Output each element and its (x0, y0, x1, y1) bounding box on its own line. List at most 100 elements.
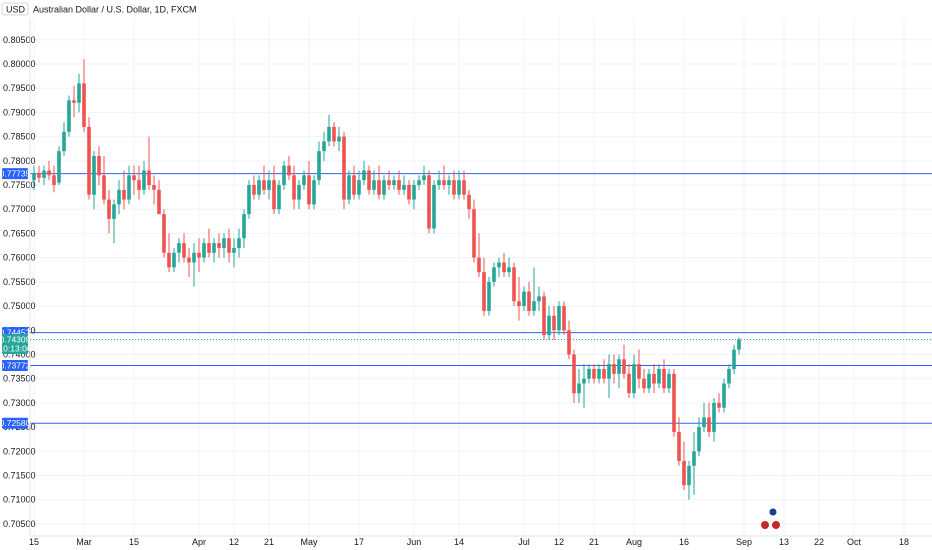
candle[interactable] (332, 122, 336, 147)
candle[interactable] (182, 233, 186, 263)
candle[interactable] (67, 95, 71, 137)
candle[interactable] (522, 286, 526, 311)
candle[interactable] (697, 417, 701, 457)
candle[interactable] (292, 165, 296, 210)
candle[interactable] (327, 114, 331, 147)
us-flag-icon[interactable] (771, 520, 781, 530)
candle[interactable] (377, 165, 381, 200)
candle[interactable] (167, 233, 171, 273)
candle[interactable] (437, 170, 441, 190)
candle[interactable] (202, 238, 206, 263)
candle[interactable] (322, 131, 326, 161)
candle[interactable] (177, 238, 181, 263)
candle[interactable] (607, 354, 611, 399)
candle[interactable] (162, 209, 166, 258)
candle[interactable] (662, 359, 666, 394)
candle[interactable] (242, 209, 246, 248)
candle[interactable] (567, 320, 571, 360)
candle[interactable] (617, 354, 621, 389)
candle[interactable] (57, 146, 61, 186)
candle[interactable] (417, 175, 421, 190)
candle[interactable] (37, 165, 41, 183)
candle[interactable] (472, 199, 476, 263)
candle[interactable] (737, 337, 741, 355)
price-axis[interactable]: 0.80500 0.80000 0.79500 0.79000 0.78500 0.780… (3, 18, 36, 536)
candle[interactable] (157, 180, 161, 215)
event-icons[interactable] (760, 507, 781, 530)
candle[interactable] (362, 160, 366, 186)
candle[interactable] (552, 306, 556, 340)
candle[interactable] (82, 59, 86, 132)
candle[interactable] (232, 238, 236, 268)
candle[interactable] (577, 368, 581, 403)
time-axis[interactable]: 15 Mar 15 Apr 12 21 May 17 Jun 14 Jul 12 21 Aug 16 Sep 1… (29, 535, 932, 547)
candle[interactable] (47, 160, 51, 181)
candle[interactable] (647, 368, 651, 394)
candle[interactable] (597, 364, 601, 384)
candle[interactable] (467, 189, 471, 219)
candle[interactable] (572, 349, 576, 403)
candle[interactable] (667, 368, 671, 394)
candle[interactable] (147, 136, 151, 190)
candle[interactable] (342, 131, 346, 210)
candle[interactable] (502, 252, 506, 277)
candle[interactable] (527, 281, 531, 316)
candle[interactable] (302, 170, 306, 190)
candle[interactable] (637, 349, 641, 389)
candle[interactable] (287, 155, 291, 181)
candle[interactable] (452, 170, 456, 200)
candle[interactable] (347, 170, 351, 205)
candle[interactable] (657, 364, 661, 389)
candle[interactable] (432, 180, 436, 234)
candle[interactable] (282, 160, 286, 190)
candle[interactable] (247, 180, 251, 219)
candle[interactable] (112, 199, 116, 244)
candle[interactable] (562, 301, 566, 336)
candle[interactable] (72, 85, 76, 118)
candle[interactable] (622, 344, 626, 379)
candle[interactable] (237, 228, 241, 258)
candle[interactable] (142, 160, 146, 195)
candle[interactable] (712, 398, 716, 442)
candle[interactable] (297, 180, 301, 210)
candle[interactable] (257, 175, 261, 200)
candle[interactable] (372, 170, 376, 195)
candle[interactable] (447, 175, 451, 195)
candle[interactable] (267, 170, 271, 200)
candle[interactable] (132, 165, 136, 195)
candle[interactable] (227, 228, 231, 263)
candle[interactable] (312, 175, 316, 210)
candle[interactable] (52, 165, 56, 193)
candle[interactable] (32, 165, 36, 190)
candle[interactable] (392, 175, 396, 190)
candle[interactable] (692, 431, 696, 495)
candle[interactable] (357, 170, 361, 200)
candle[interactable] (262, 165, 266, 195)
candle[interactable] (652, 364, 656, 394)
candle[interactable] (317, 141, 321, 186)
candle[interactable] (307, 160, 311, 210)
candle[interactable] (207, 228, 211, 258)
candle[interactable] (337, 126, 341, 152)
candle[interactable] (542, 291, 546, 340)
us-flag-icon[interactable] (760, 520, 770, 530)
candle[interactable] (352, 165, 356, 200)
candle[interactable] (192, 243, 196, 287)
candle[interactable] (87, 117, 91, 200)
candle[interactable] (547, 306, 551, 340)
candle[interactable] (732, 344, 736, 374)
candle[interactable] (102, 155, 106, 205)
candle[interactable] (92, 151, 96, 210)
candle[interactable] (402, 175, 406, 195)
candle[interactable] (687, 460, 691, 500)
candle[interactable] (557, 301, 561, 336)
au-flag-icon[interactable] (768, 507, 778, 517)
currency-badge[interactable]: USD (6, 5, 26, 15)
candle[interactable] (62, 122, 66, 156)
candle[interactable] (482, 257, 486, 316)
candle[interactable] (517, 277, 521, 321)
candle[interactable] (632, 354, 636, 399)
candle[interactable] (97, 146, 101, 186)
candle[interactable] (427, 170, 431, 234)
